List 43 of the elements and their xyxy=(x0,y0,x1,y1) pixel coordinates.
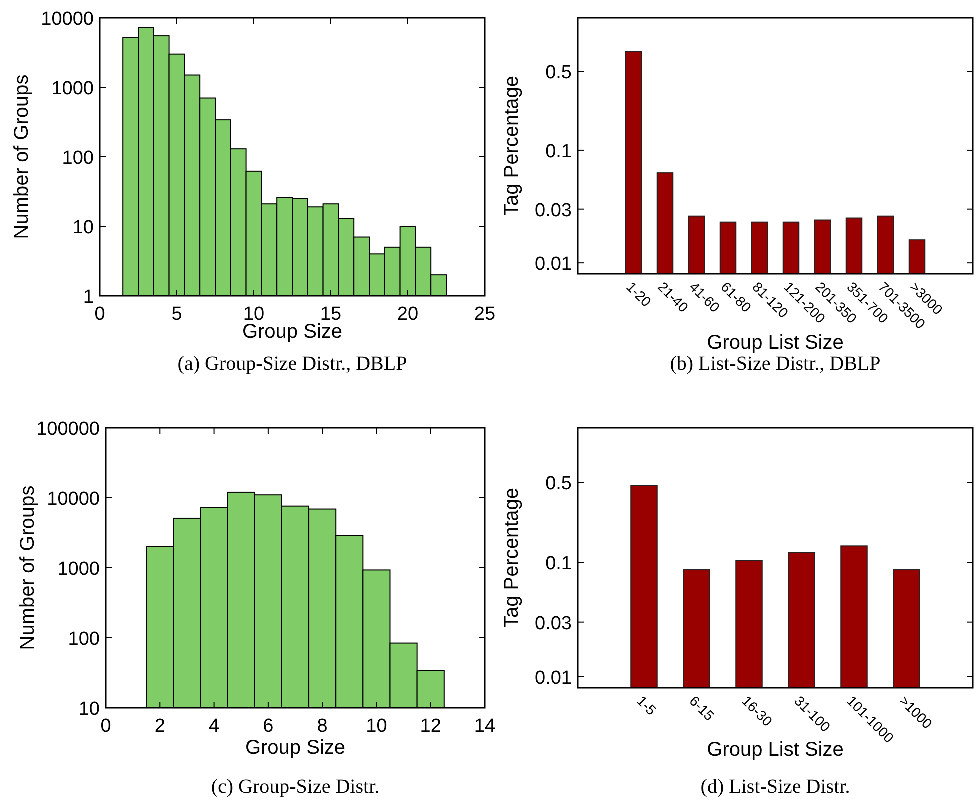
x-axis-title: Group List Size xyxy=(707,739,844,761)
text: (c) Group-Size Distr. xyxy=(211,776,380,798)
y-tick-label: 10 xyxy=(72,218,94,238)
y-tick-label: 0.03 xyxy=(535,613,572,634)
x-tick-label: 1-20 xyxy=(624,278,655,310)
y-tick-label: 100 xyxy=(62,148,94,169)
y-tick-label: 0.03 xyxy=(535,200,572,222)
y-tick-label: 0.01 xyxy=(535,254,572,276)
text: (d) List-Size Distr. xyxy=(700,776,850,798)
y-tick-label: 0.5 xyxy=(546,474,572,495)
y-axis-title: Number of Groups xyxy=(17,486,39,650)
y-tick-label: 0.1 xyxy=(546,141,572,162)
text: (b) List-Size Distr., DBLP xyxy=(670,353,881,375)
y-tick-label: 10000 xyxy=(47,489,100,510)
x-tick-label: 14 xyxy=(474,716,496,737)
text: (a) Group-Size Distr., DBLP xyxy=(178,353,408,375)
x-tick-label: 2 xyxy=(154,716,166,737)
y-tick-label: 10000 xyxy=(41,9,94,30)
y-axis-title: Tag Percentage xyxy=(501,76,523,216)
y-tick-label: 1 xyxy=(83,287,94,308)
y-tick-label: 1000 xyxy=(58,559,100,580)
x-tick-label: 0 xyxy=(94,304,106,325)
x-tick-label: 6-15 xyxy=(686,692,718,724)
x-tick-label: 12 xyxy=(420,716,442,737)
y-tick-label: 100000 xyxy=(36,419,100,440)
y-tick-label: 0.1 xyxy=(546,554,572,575)
y-tick-label: 100 xyxy=(68,629,100,650)
x-tick-label: 0 xyxy=(100,716,112,737)
x-tick-label: 25 xyxy=(474,304,496,325)
x-tick-label: 4 xyxy=(208,716,220,737)
y-tick-label: 1000 xyxy=(52,78,94,100)
x-tick-label: 1-5 xyxy=(634,692,660,719)
x-axis-title: Group List Size xyxy=(707,332,844,354)
y-axis-title: Tag Percentage xyxy=(501,488,523,628)
x-tick-label: 5 xyxy=(172,304,182,325)
x-tick-label: 10 xyxy=(366,716,388,737)
x-tick-label: 20 xyxy=(397,304,419,325)
x-tick-label: 8 xyxy=(317,716,328,737)
y-axis-title: Number of Groups xyxy=(11,74,33,240)
y-tick-label: 0.01 xyxy=(535,668,572,689)
x-tick-label: 6 xyxy=(263,716,274,737)
y-tick-label: 0.5 xyxy=(546,62,572,84)
x-axis-title: Group Size xyxy=(245,737,346,759)
